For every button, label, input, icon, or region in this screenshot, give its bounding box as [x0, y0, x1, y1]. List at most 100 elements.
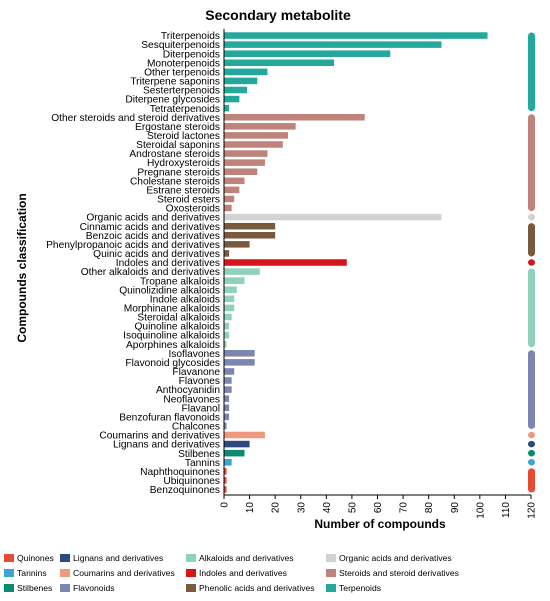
- category-label: Morphinane alkaloids: [124, 303, 220, 314]
- legend-item: Alkaloids and derivatives: [186, 553, 294, 563]
- bar: [224, 313, 232, 321]
- category-label: Isoflavones: [168, 349, 220, 360]
- category-label: Tetraterpenoids: [150, 104, 220, 115]
- legend-label: Quinones: [17, 553, 54, 563]
- category-label: Triterpenoids: [161, 31, 220, 42]
- legend-swatch: [4, 554, 14, 562]
- bar: [224, 50, 391, 57]
- legend-swatch: [326, 554, 336, 562]
- category-label: Other steroids and steroid derivatives: [51, 113, 220, 124]
- category-label: Cholestane steroids: [130, 176, 220, 187]
- bar: [224, 32, 488, 39]
- category-label: Steroidal alkaloids: [137, 313, 220, 324]
- bars-group: [224, 32, 488, 493]
- x-tick-label: 110: [501, 502, 512, 518]
- category-label: Indole alkaloids: [150, 294, 220, 305]
- legend-swatch: [186, 554, 196, 562]
- x-tick-label: 10: [245, 502, 256, 514]
- bar: [224, 340, 227, 348]
- x-tick-label: 0: [220, 502, 231, 508]
- category-label: Oxosteroids: [166, 204, 220, 215]
- legend-item: Coumarins and derivatives: [60, 568, 175, 578]
- bar: [224, 123, 296, 130]
- bar: [224, 195, 235, 203]
- bar: [224, 468, 227, 475]
- category-label: Diterpenoids: [163, 49, 220, 60]
- bar: [224, 413, 230, 421]
- bar: [224, 41, 442, 48]
- legend-label: Indoles and derivatives: [199, 568, 287, 578]
- category-label: Tropane alkaloids: [140, 276, 220, 287]
- legend: Quinones Lignans and derivatives Alkaloids…: [4, 553, 548, 599]
- category-label: Indoles and derivatives: [116, 258, 220, 269]
- x-tick-label: 70: [399, 502, 410, 514]
- group-strip: [528, 440, 535, 448]
- legend-swatch: [4, 584, 14, 592]
- legend-swatch: [60, 554, 70, 562]
- category-label: Neoflavones: [163, 394, 220, 405]
- x-tick-label: 90: [450, 502, 461, 514]
- x-axis: 0 10 20 30 40 50 60 70 80 90 100 110 120: [220, 29, 538, 519]
- bar: [224, 286, 237, 294]
- legend-label: Steroids and steroid derivatives: [339, 568, 459, 578]
- bar: [224, 350, 255, 357]
- x-tick-label: 20: [271, 502, 282, 514]
- category-label: Diterpene glycosides: [125, 95, 220, 106]
- bar: [224, 86, 248, 94]
- legend-label: Organic acids and derivatives: [339, 553, 452, 563]
- legend-item: Tannins: [4, 568, 47, 578]
- category-label: Other terpenoids: [144, 67, 220, 78]
- bar: [224, 395, 230, 402]
- legend-swatch: [60, 584, 70, 592]
- category-label: Lignans and derivatives: [113, 440, 220, 451]
- category-label: Benzofuran flavonoids: [119, 412, 220, 423]
- legend-item: Stilbenes: [4, 583, 52, 593]
- category-label: Ubiquinones: [163, 476, 220, 487]
- category-label: Phenylpropanoic acids and derivatives: [46, 240, 220, 251]
- legend-label: Tannins: [17, 568, 47, 578]
- category-label: Flavanol: [181, 403, 220, 414]
- bar: [224, 59, 335, 67]
- bar: [224, 404, 230, 412]
- group-strip: [528, 213, 535, 221]
- category-label: Androstane steroids: [129, 149, 220, 160]
- bar: [224, 449, 245, 457]
- legend-item: Steroids and steroid derivatives: [326, 568, 459, 578]
- legend-item: Quinones: [4, 553, 54, 563]
- legend-label: Flavonoids: [73, 583, 115, 593]
- legend-item: Phenolic acids and derivatives: [186, 583, 315, 593]
- bar: [224, 77, 258, 85]
- bar: [224, 222, 276, 230]
- x-tick-label: 100: [475, 502, 486, 519]
- category-label: Benzoic acids and derivatives: [86, 231, 220, 242]
- category-label: Sesquiterpenoids: [141, 40, 220, 51]
- category-label: Steroid lactones: [147, 131, 220, 142]
- bar: [224, 359, 255, 366]
- category-label: Flavones: [179, 376, 220, 387]
- bar: [224, 368, 235, 375]
- bar: [224, 322, 230, 330]
- category-label: Isoquinoline alkaloids: [123, 331, 220, 342]
- bar: [224, 277, 245, 284]
- legend-item: Indoles and derivatives: [186, 568, 287, 578]
- category-label: Quinolizidine alkaloids: [119, 285, 220, 296]
- bar: [224, 113, 365, 121]
- bar: [224, 486, 227, 493]
- category-label: Quinoline alkaloids: [134, 322, 220, 333]
- bar: [224, 259, 347, 266]
- bar: [224, 232, 276, 239]
- group-strip: [528, 32, 535, 112]
- y-axis-title: Compounds classification: [15, 193, 29, 342]
- legend-label: Phenolic acids and derivatives: [199, 583, 315, 593]
- category-label: Monoterpenoids: [147, 58, 220, 69]
- category-label: Tannins: [185, 458, 220, 469]
- bar: [224, 295, 235, 303]
- legend-swatch: [326, 569, 336, 577]
- category-label: Organic acids and derivatives: [86, 213, 220, 224]
- bar: [224, 168, 258, 175]
- chart-title: Secondary metabolite: [205, 7, 351, 23]
- legend-label: Coumarins and derivatives: [73, 568, 175, 578]
- group-strip: [528, 449, 535, 457]
- bar: [224, 250, 230, 257]
- group-strip: [528, 114, 535, 212]
